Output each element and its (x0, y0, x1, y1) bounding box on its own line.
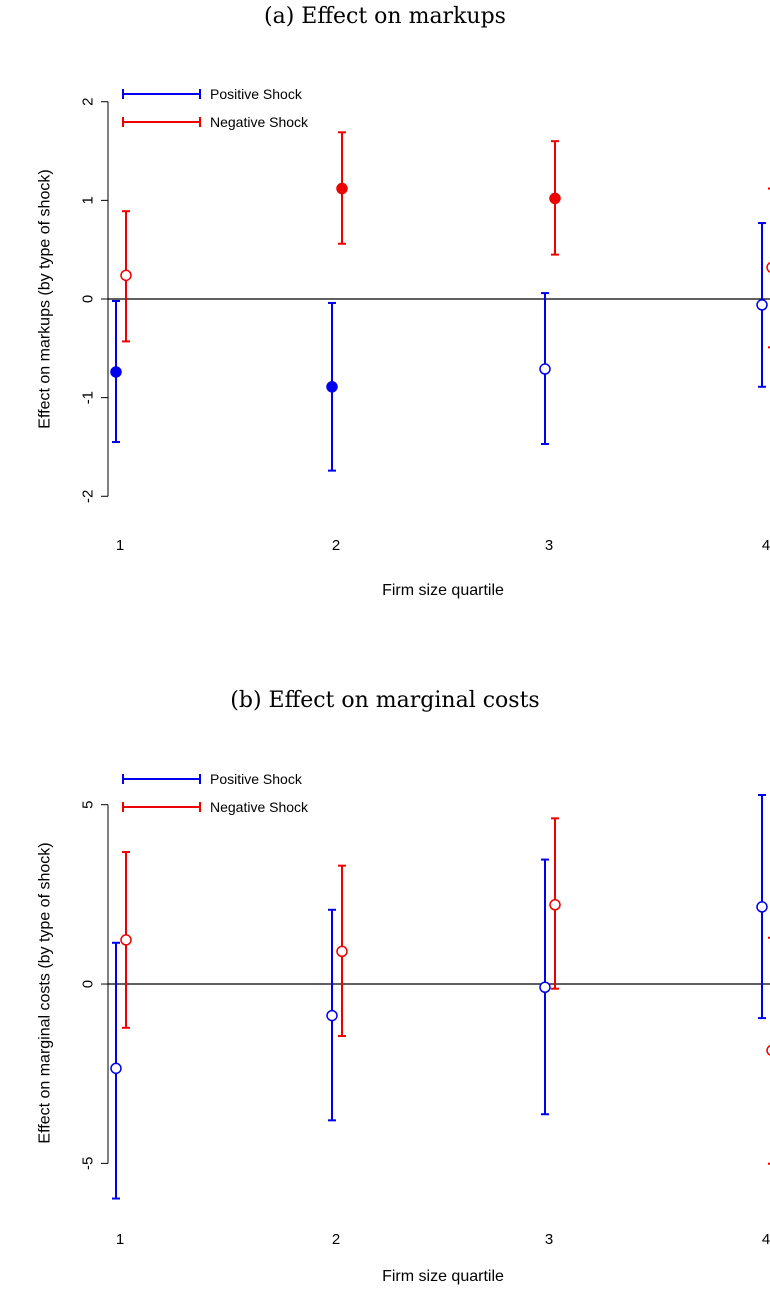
negative-legend-label-a: Negative Shock (210, 114, 309, 130)
y-tick-label-a: -2 (80, 490, 97, 503)
positive-point-a (539, 363, 551, 375)
panel-a-title: (a) Effect on markups (264, 4, 506, 29)
negative-point-a (336, 182, 348, 195)
x-tick-label-a: 1 (116, 537, 124, 554)
y-tick-label-b: 0 (80, 980, 97, 988)
y-tick-label-b: 5 (80, 801, 97, 809)
negative-point-b (549, 899, 561, 911)
negative-point-b (120, 934, 132, 946)
y-tick-label-a: 0 (80, 295, 97, 303)
negative-point-b (336, 945, 348, 958)
positive-point-b (110, 1062, 122, 1075)
x-axis-title-a: Firm size quartile (382, 582, 504, 599)
positive-point-a (326, 381, 338, 393)
y-tick-label-a: -1 (80, 391, 97, 404)
x-tick-label-b: 3 (545, 1231, 553, 1248)
panel-b-title: (b) Effect on marginal costs (230, 688, 540, 713)
positive-point-b (326, 1009, 338, 1022)
positive-point-a (110, 366, 122, 378)
negative-legend-label-b: Negative Shock (210, 799, 309, 815)
positive-point-a (756, 299, 768, 311)
x-tick-label-a: 4 (762, 537, 770, 554)
x-tick-label-a: 2 (332, 537, 340, 554)
y-tick-label-a: 1 (80, 196, 97, 204)
y-tick-label-b: -5 (80, 1157, 97, 1170)
negative-point-b (766, 1044, 770, 1056)
negative-point-a (120, 269, 132, 282)
negative-point-a (766, 262, 770, 273)
positive-legend-label-a: Positive Shock (210, 86, 303, 102)
x-tick-label-b: 4 (762, 1231, 770, 1248)
x-tick-label-b: 2 (332, 1231, 340, 1248)
x-tick-label-a: 3 (545, 537, 553, 554)
y-tick-label-a: 2 (80, 98, 97, 106)
y-axis-title-a: Effect on markups (by type of shock) (37, 169, 54, 428)
positive-legend-label-b: Positive Shock (210, 771, 303, 787)
positive-point-b (756, 901, 768, 913)
x-axis-title-b: Firm size quartile (382, 1268, 504, 1285)
negative-point-a (549, 192, 561, 205)
x-tick-label-b: 1 (116, 1231, 124, 1248)
positive-point-b (539, 981, 551, 994)
y-axis-title-b: Effect on marginal costs (by type of sho… (37, 842, 54, 1143)
